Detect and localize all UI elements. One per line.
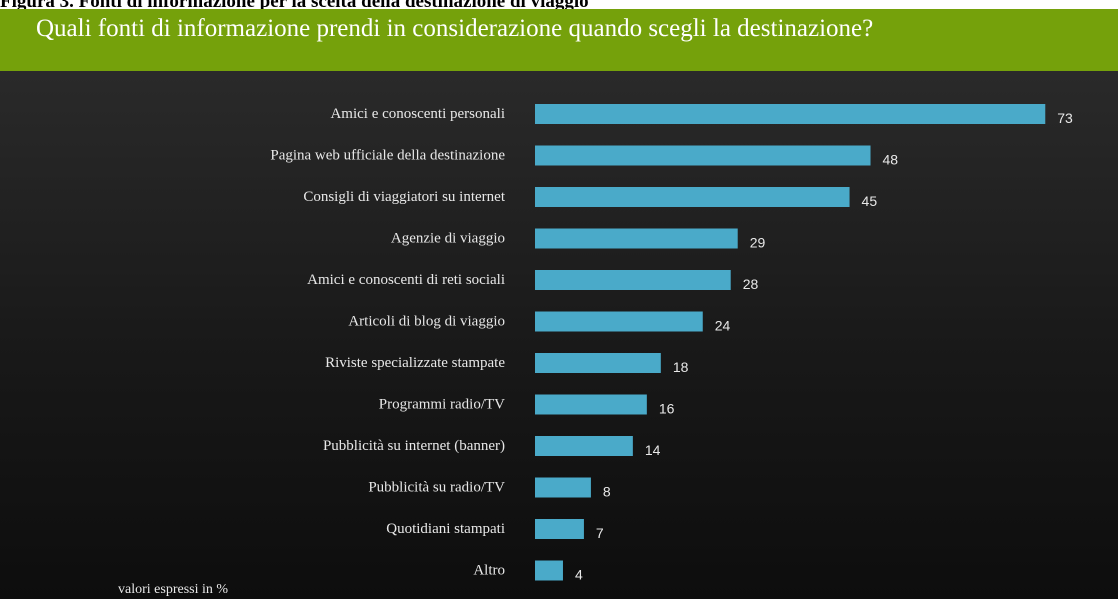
category-label-row-6: Articoli di blog di viaggio [348,314,505,330]
value-label-row-9: 14 [645,442,661,458]
chart-header: Quali fonti di informazione prendi in co… [0,9,1118,71]
bar-row-6 [535,311,703,332]
value-label-row-10: 8 [603,484,611,500]
value-label-row-5: 28 [743,276,759,292]
value-label-row-8: 16 [659,401,675,417]
bar-row-9 [535,436,633,456]
value-label-row-7: 18 [673,359,689,375]
bar-row-2 [535,145,871,166]
bar-row-4 [535,228,738,249]
category-label-row-7: Riviste specializzate stampate [325,355,505,371]
chart-title: Quali fonti di informazione prendi in co… [36,15,874,42]
figure-caption: Figura 3. Fonti di informazione per la s… [0,0,1118,9]
value-label-row-1: 73 [1057,110,1073,126]
category-label-row-8: Programmi radio/TV [379,397,505,413]
value-label-row-3: 45 [862,193,878,209]
value-label-row-2: 48 [883,152,899,168]
category-label-row-3: Consigli di viaggiatori su internet [303,189,505,205]
bar-row-1 [535,104,1046,124]
bar-row-11 [535,519,584,539]
value-label-row-12: 4 [575,567,583,583]
footnote: valori espressi in % [118,582,229,597]
bar-row-8 [535,394,647,415]
category-label-row-2: Pagina web ufficiale della destinazione [270,148,505,164]
bar-row-10 [535,477,591,498]
category-label-row-4: Agenzie di viaggio [391,231,505,247]
category-label-row-1: Amici e conoscenti personali [330,106,505,122]
category-label-row-10: Pubblicità su radio/TV [368,480,505,496]
bar-row-7 [535,353,661,373]
category-label-row-9: Pubblicità su internet (banner) [323,438,505,454]
category-label-row-11: Quotidiani stampati [386,521,505,537]
value-label-row-11: 7 [596,525,604,541]
category-label-row-12: Altro [473,563,505,579]
bar-chart: Amici e conoscenti personali 73 Pagina web… [270,104,1073,583]
bar-row-12 [535,560,563,581]
chart-area: Amici e conoscenti personali 73 Pagina web… [0,71,1118,599]
bar-row-5 [535,270,731,290]
bar-row-3 [535,187,850,207]
value-label-row-4: 29 [750,235,766,251]
category-label-row-5: Amici e conoscenti di reti sociali [307,272,505,288]
value-label-row-6: 24 [715,318,731,334]
